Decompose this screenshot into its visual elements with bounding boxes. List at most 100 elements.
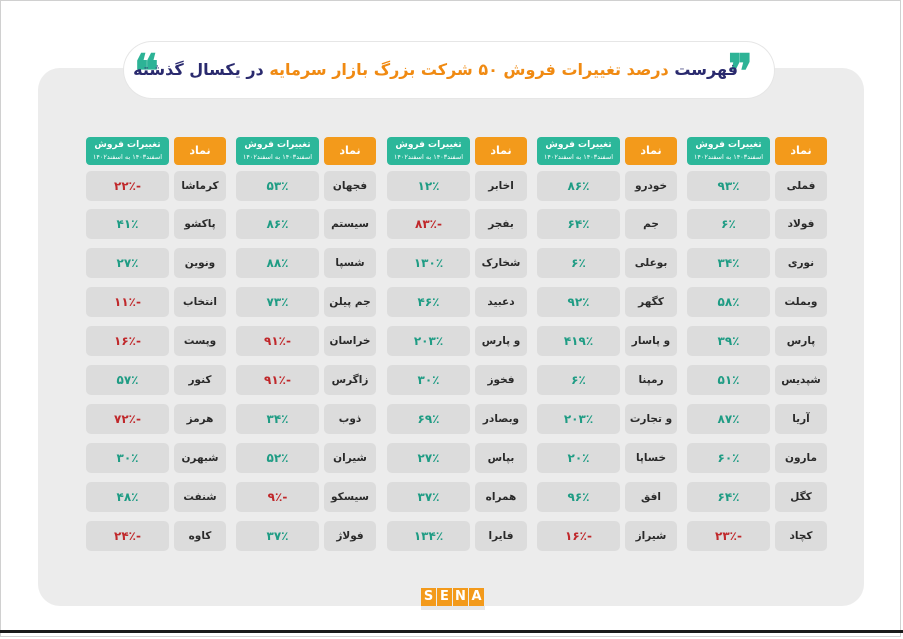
change-cell: ۸۶٪ bbox=[236, 209, 319, 239]
table-row: شخارک ۱۳۰٪ bbox=[387, 248, 529, 278]
change-cell: ۵۸٪ bbox=[687, 287, 770, 317]
header-symbol: نماد bbox=[625, 137, 677, 165]
symbol-cell: کاوه bbox=[174, 521, 226, 551]
change-cell: ۶٪ bbox=[687, 209, 770, 239]
change-cell: ۳۰٪ bbox=[387, 365, 470, 395]
change-cell: ۴۸٪ bbox=[86, 482, 169, 512]
change-cell: ۳۷٪ bbox=[387, 482, 470, 512]
change-cell: ۳۴٪ bbox=[236, 404, 319, 434]
symbol-cell: خساپا bbox=[625, 443, 677, 473]
table-row: کرماشا -۲۲٪ bbox=[86, 171, 228, 201]
symbol-cell: مارون bbox=[775, 443, 827, 473]
table-row: وپست -۱۶٪ bbox=[86, 326, 228, 356]
symbol-cell: خراسان bbox=[324, 326, 376, 356]
change-cell: ۵۱٪ bbox=[687, 365, 770, 395]
symbol-cell: کچاد bbox=[775, 521, 827, 551]
symbol-cell: وبملت bbox=[775, 287, 827, 317]
header-change-period: اسفند۱۴۰۳ به اسفند۱۴۰۲ bbox=[92, 153, 163, 161]
header-change-period: اسفند۱۴۰۳ به اسفند۱۴۰۲ bbox=[242, 153, 313, 161]
change-cell: ۱۳۴٪ bbox=[387, 521, 470, 551]
title-part-3: در یکسال گذشته bbox=[133, 60, 264, 79]
quote-close-icon: ❝ bbox=[134, 44, 159, 98]
table-row: پاکشو ۴۱٪ bbox=[86, 209, 228, 239]
header-sales-change: تغییرات فروش اسفند۱۴۰۳ به اسفند۱۴۰۲ bbox=[387, 137, 470, 165]
table-row: کگل ۶۴٪ bbox=[687, 482, 829, 512]
header-symbol: نماد bbox=[324, 137, 376, 165]
header-change-title: تغییرات فروش bbox=[545, 140, 612, 150]
table-row: کنور ۵۷٪ bbox=[86, 365, 228, 395]
change-cell: -۱۶٪ bbox=[537, 521, 620, 551]
table-row: فولاژ ۳۷٪ bbox=[236, 521, 378, 551]
change-cell: ۳۹٪ bbox=[687, 326, 770, 356]
symbol-cell: فایرا bbox=[475, 521, 527, 551]
change-cell: ۶۴٪ bbox=[537, 209, 620, 239]
symbol-cell: دعبید bbox=[475, 287, 527, 317]
table-row: و تجارت ۲۰۳٪ bbox=[537, 404, 679, 434]
header-sales-change: تغییرات فروش اسفند۱۴۰۳ به اسفند۱۴۰۲ bbox=[86, 137, 169, 165]
sena-logo: S E N A bbox=[421, 588, 485, 610]
symbol-cell: رمپنا bbox=[625, 365, 677, 395]
header-symbol: نماد bbox=[475, 137, 527, 165]
symbol-cell: آریا bbox=[775, 404, 827, 434]
symbol-cell: فجهان bbox=[324, 171, 376, 201]
symbol-cell: ونوین bbox=[174, 248, 226, 278]
change-cell: ۲۷٪ bbox=[86, 248, 169, 278]
table-row: شنفت ۴۸٪ bbox=[86, 482, 228, 512]
header-change-title: تغییرات فروش bbox=[695, 140, 762, 150]
table-row: سیسکو -۹٪ bbox=[236, 482, 378, 512]
header-change-period: اسفند۱۴۰۳ به اسفند۱۴۰۲ bbox=[393, 153, 464, 161]
table-row: خراسان -۹۱٪ bbox=[236, 326, 378, 356]
table-row: کچاد -۲۳٪ bbox=[687, 521, 829, 551]
symbol-cell: سیسکو bbox=[324, 482, 376, 512]
table-row: وبملت ۵۸٪ bbox=[687, 287, 829, 317]
change-cell: ۴۶٪ bbox=[387, 287, 470, 317]
table-row: شیران ۵۲٪ bbox=[236, 443, 378, 473]
logo-letter: N bbox=[453, 588, 468, 606]
symbol-cell: نوری bbox=[775, 248, 827, 278]
table-row: ذوب ۳۴٪ bbox=[236, 404, 378, 434]
symbol-cell: افق bbox=[625, 482, 677, 512]
symbol-cell: خودرو bbox=[625, 171, 677, 201]
logo-letter: S bbox=[421, 588, 436, 606]
change-cell: -۱۱٪ bbox=[86, 287, 169, 317]
change-cell: ۵۲٪ bbox=[236, 443, 319, 473]
symbol-cell: کگل bbox=[775, 482, 827, 512]
symbol-cell: فملی bbox=[775, 171, 827, 201]
symbol-cell: جم bbox=[625, 209, 677, 239]
symbol-cell: اخابر bbox=[475, 171, 527, 201]
symbol-cell: فولاژ bbox=[324, 521, 376, 551]
quote-open-icon: ❞ bbox=[728, 44, 753, 98]
table-row: پارس ۳۹٪ bbox=[687, 326, 829, 356]
change-cell: -۷۲٪ bbox=[86, 404, 169, 434]
symbol-cell: سیستم bbox=[324, 209, 376, 239]
symbol-cell: و پاسار bbox=[625, 326, 677, 356]
table-row: اخابر ۱۲٪ bbox=[387, 171, 529, 201]
change-cell: ۶٪ bbox=[537, 248, 620, 278]
change-cell: -۱۶٪ bbox=[86, 326, 169, 356]
table-row: و پاسار ۴۱۹٪ bbox=[537, 326, 679, 356]
table-row: شسپا ۸۸٪ bbox=[236, 248, 378, 278]
symbol-cell: شنفت bbox=[174, 482, 226, 512]
change-cell: ۷۳٪ bbox=[236, 287, 319, 317]
table-row: فجهان ۵۳٪ bbox=[236, 171, 378, 201]
change-cell: -۸۳٪ bbox=[387, 209, 470, 239]
symbol-cell: و پارس bbox=[475, 326, 527, 356]
change-cell: ۳۷٪ bbox=[236, 521, 319, 551]
change-cell: ۲۷٪ bbox=[387, 443, 470, 473]
table-row: نوری ۳۴٪ bbox=[687, 248, 829, 278]
table-row: کاوه -۲۴٪ bbox=[86, 521, 228, 551]
change-cell: ۳۰٪ bbox=[86, 443, 169, 473]
change-cell: ۶۹٪ bbox=[387, 404, 470, 434]
symbol-cell: ذوب bbox=[324, 404, 376, 434]
bottom-rule bbox=[0, 630, 903, 633]
change-cell: ۱۳۰٪ bbox=[387, 248, 470, 278]
title-part-2: درصد تغییرات فروش ۵۰ شرکت بزرگ بازار سرم… bbox=[269, 60, 669, 79]
symbol-cell: وپست bbox=[174, 326, 226, 356]
header-change-period: اسفند۱۴۰۳ به اسفند۱۴۰۲ bbox=[693, 153, 764, 161]
table-row: و پارس ۲۰۳٪ bbox=[387, 326, 529, 356]
symbol-cell: بپاس bbox=[475, 443, 527, 473]
table-row: سیستم ۸۶٪ bbox=[236, 209, 378, 239]
header-change-title: تغییرات فروش bbox=[94, 140, 161, 150]
symbol-cell: شسپا bbox=[324, 248, 376, 278]
symbol-cell: شپدیس bbox=[775, 365, 827, 395]
